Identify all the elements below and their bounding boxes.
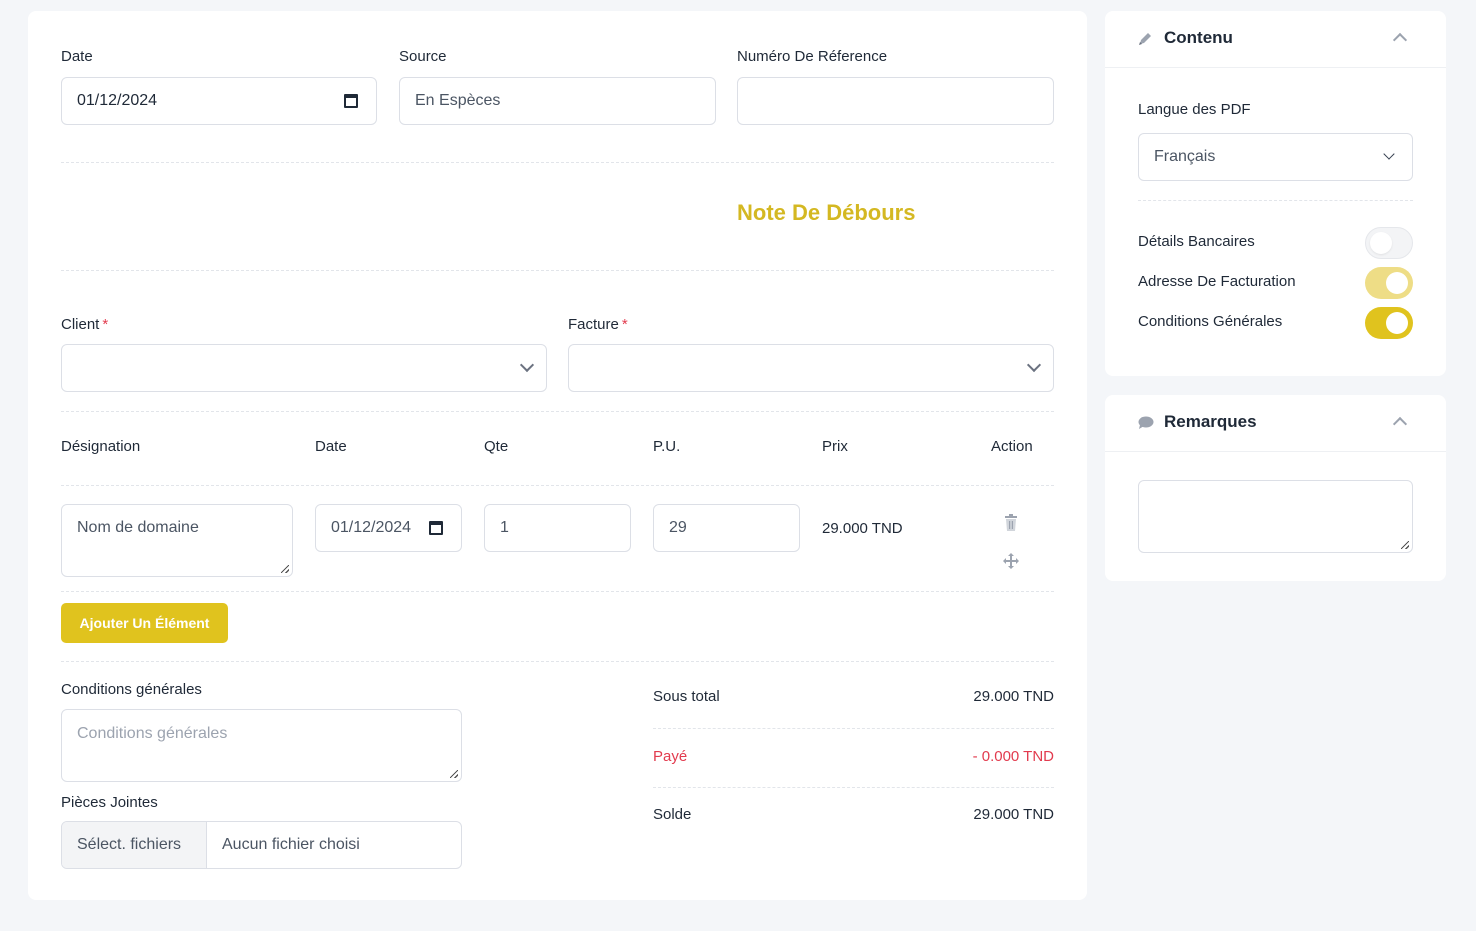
- move-icon[interactable]: [1003, 553, 1019, 569]
- resize-handle-icon[interactable]: [450, 770, 458, 778]
- divider: [1138, 200, 1413, 201]
- facture-select[interactable]: [568, 344, 1054, 392]
- date-value: 01/12/2024: [77, 92, 158, 109]
- divider: [653, 728, 1054, 729]
- trash-icon[interactable]: [1003, 514, 1019, 532]
- qte-input[interactable]: 1: [484, 504, 631, 552]
- qte-value: 1: [500, 519, 509, 536]
- toggle-knob: [1370, 232, 1392, 254]
- main-form-card: Date 01/12/2024 Source En Espèces Numéro…: [28, 11, 1087, 900]
- calendar-icon[interactable]: [344, 94, 358, 108]
- client-label-text: Client: [61, 316, 100, 333]
- remarques-header[interactable]: Remarques: [1105, 395, 1446, 451]
- conditions-label: Conditions générales: [61, 681, 202, 698]
- col-header-date: Date: [315, 438, 347, 455]
- designation-value: Nom de domaine: [77, 519, 199, 536]
- file-status: Aucun fichier choisi: [222, 836, 360, 853]
- conditions-placeholder: Conditions générales: [77, 725, 228, 742]
- date-label: Date: [61, 48, 93, 65]
- chevron-down-icon: [519, 357, 535, 373]
- subtotal-label: Sous total: [653, 688, 720, 705]
- col-header-qte: Qte: [484, 438, 509, 455]
- remarks-textarea[interactable]: [1138, 480, 1413, 553]
- attachments-label: Pièces Jointes: [61, 794, 158, 811]
- pdf-language-select[interactable]: Français: [1138, 133, 1413, 181]
- divider: [61, 411, 1054, 412]
- divider: [61, 270, 1054, 271]
- source-input[interactable]: En Espèces: [399, 77, 716, 125]
- toggle-knob: [1386, 312, 1408, 334]
- source-label: Source: [399, 48, 447, 65]
- balance-label: Solde: [653, 806, 692, 823]
- required-marker: *: [102, 316, 109, 333]
- pu-value: 29: [669, 519, 687, 536]
- document-title: Note De Débours: [737, 200, 916, 225]
- add-item-button[interactable]: Ajouter Un Élément: [61, 603, 228, 643]
- resize-handle-icon[interactable]: [1401, 541, 1409, 549]
- divider: [1105, 67, 1446, 68]
- pdf-language-label: Langue des PDF: [1138, 101, 1251, 118]
- contenu-header[interactable]: Contenu: [1105, 11, 1446, 67]
- file-input[interactable]: Sélect. fichiers Aucun fichier choisi: [61, 821, 462, 869]
- comment-icon: [1138, 416, 1154, 429]
- paid-value: - 0.000 TND: [972, 748, 1054, 765]
- bank-details-toggle[interactable]: [1365, 227, 1413, 259]
- divider: [1105, 451, 1446, 452]
- pencil-icon: [1139, 33, 1151, 45]
- col-header-prix: Prix: [822, 438, 848, 455]
- calendar-icon[interactable]: [429, 521, 443, 535]
- chevron-up-icon[interactable]: [1392, 416, 1408, 432]
- conditions-textarea[interactable]: Conditions générales: [61, 709, 462, 782]
- reference-label: Numéro De Réference: [737, 48, 888, 65]
- paid-label: Payé: [653, 748, 688, 765]
- balance-value: 29.000 TND: [973, 806, 1054, 823]
- col-header-action: Action: [991, 438, 1033, 455]
- item-date-value: 01/12/2024: [331, 519, 412, 536]
- prix-value: 29.000 TND: [822, 520, 903, 537]
- source-value: En Espèces: [415, 92, 501, 109]
- chevron-down-icon: [1383, 148, 1395, 160]
- date-input[interactable]: 01/12/2024: [61, 77, 377, 125]
- chevron-down-icon: [1026, 357, 1042, 373]
- divider: [61, 591, 1054, 592]
- contenu-title: Contenu: [1164, 28, 1233, 47]
- general-conditions-toggle[interactable]: [1365, 307, 1413, 339]
- toggle-label-billing: Adresse De Facturation: [1138, 273, 1296, 290]
- client-select[interactable]: [61, 344, 547, 392]
- facture-label-text: Facture: [568, 316, 619, 333]
- remarques-panel: Remarques: [1105, 395, 1446, 581]
- pu-input[interactable]: 29: [653, 504, 800, 552]
- resize-handle-icon[interactable]: [281, 565, 289, 573]
- divider: [61, 661, 1054, 662]
- subtotal-value: 29.000 TND: [973, 688, 1054, 705]
- pdf-language-value: Français: [1154, 148, 1216, 165]
- toggle-label-conditions: Conditions Générales: [1138, 313, 1283, 330]
- designation-textarea[interactable]: Nom de domaine: [61, 504, 293, 577]
- divider: [61, 485, 1054, 486]
- item-date-input[interactable]: 01/12/2024: [315, 504, 462, 552]
- divider: [653, 787, 1054, 788]
- contenu-panel: Contenu Langue des PDF Français Détails …: [1105, 11, 1446, 376]
- choose-files-button[interactable]: Sélect. fichiers: [62, 822, 207, 868]
- billing-address-toggle[interactable]: [1365, 267, 1413, 299]
- required-marker: *: [621, 316, 628, 333]
- reference-input[interactable]: [737, 77, 1054, 125]
- remarques-title: Remarques: [1164, 412, 1257, 431]
- col-header-pu: P.U.: [653, 438, 681, 455]
- divider: [61, 162, 1054, 163]
- choose-files-label: Sélect. fichiers: [77, 836, 182, 853]
- client-label: Client *: [61, 316, 108, 333]
- col-header-designation: Désignation: [61, 438, 141, 455]
- facture-label: Facture *: [568, 316, 628, 333]
- chevron-up-icon[interactable]: [1392, 32, 1408, 48]
- toggle-label-bank: Détails Bancaires: [1138, 233, 1255, 250]
- toggle-knob: [1386, 272, 1408, 294]
